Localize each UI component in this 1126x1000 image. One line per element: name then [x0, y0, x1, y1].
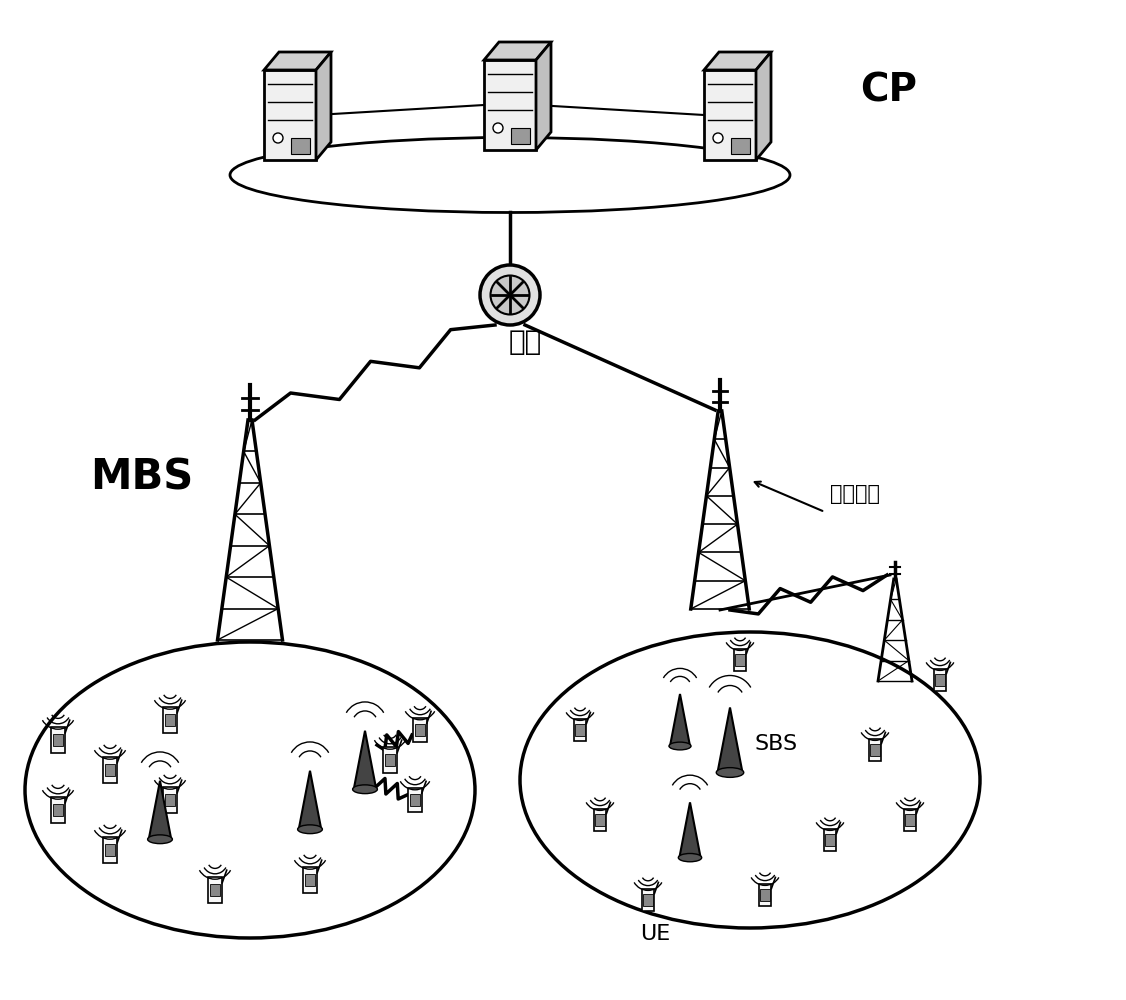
Ellipse shape — [352, 785, 377, 794]
Polygon shape — [102, 837, 117, 863]
Ellipse shape — [148, 835, 172, 844]
Text: CP: CP — [860, 71, 917, 109]
Polygon shape — [936, 674, 945, 686]
Polygon shape — [593, 809, 607, 831]
Polygon shape — [410, 794, 420, 806]
Text: 网关: 网关 — [508, 328, 542, 356]
Polygon shape — [209, 884, 221, 896]
Polygon shape — [105, 844, 115, 856]
Polygon shape — [53, 734, 63, 746]
Polygon shape — [164, 714, 176, 726]
Ellipse shape — [678, 853, 701, 862]
Polygon shape — [905, 814, 914, 826]
Polygon shape — [536, 42, 551, 150]
Polygon shape — [704, 52, 771, 70]
Circle shape — [491, 275, 529, 314]
Polygon shape — [413, 718, 427, 742]
Polygon shape — [53, 804, 63, 816]
Polygon shape — [163, 707, 177, 733]
Polygon shape — [484, 60, 536, 150]
Circle shape — [493, 123, 503, 133]
Polygon shape — [760, 889, 770, 901]
Polygon shape — [717, 708, 742, 772]
Text: MBS: MBS — [90, 457, 194, 499]
Polygon shape — [823, 829, 837, 851]
Ellipse shape — [669, 742, 691, 750]
Polygon shape — [510, 128, 530, 144]
Polygon shape — [870, 744, 879, 756]
Polygon shape — [164, 794, 176, 806]
Polygon shape — [105, 764, 115, 776]
Polygon shape — [868, 739, 882, 761]
Text: 通信链路: 通信链路 — [830, 484, 881, 504]
Circle shape — [713, 133, 723, 143]
Polygon shape — [704, 70, 756, 160]
Polygon shape — [263, 52, 331, 70]
Polygon shape — [354, 731, 376, 789]
Polygon shape — [316, 52, 331, 160]
Polygon shape — [573, 719, 587, 741]
Polygon shape — [642, 889, 654, 911]
Polygon shape — [679, 802, 700, 858]
Polygon shape — [291, 138, 310, 154]
Polygon shape — [414, 724, 426, 736]
Polygon shape — [263, 70, 316, 160]
Circle shape — [480, 265, 540, 325]
Text: UE: UE — [640, 924, 670, 944]
Polygon shape — [163, 787, 177, 813]
Polygon shape — [484, 42, 551, 60]
Polygon shape — [825, 834, 834, 846]
Polygon shape — [596, 814, 605, 826]
Polygon shape — [756, 52, 771, 160]
Polygon shape — [208, 877, 222, 903]
Polygon shape — [731, 138, 750, 154]
Polygon shape — [102, 757, 117, 783]
Text: SBS: SBS — [756, 734, 798, 754]
Polygon shape — [149, 781, 171, 839]
Polygon shape — [298, 771, 321, 829]
Ellipse shape — [297, 825, 322, 834]
Polygon shape — [409, 788, 422, 812]
Polygon shape — [670, 694, 690, 746]
Polygon shape — [643, 894, 653, 906]
Polygon shape — [51, 727, 65, 753]
Polygon shape — [759, 884, 771, 906]
Polygon shape — [933, 669, 946, 691]
Polygon shape — [385, 754, 395, 766]
Polygon shape — [903, 809, 917, 831]
Polygon shape — [575, 724, 584, 736]
Polygon shape — [51, 797, 65, 823]
Polygon shape — [303, 867, 318, 893]
Polygon shape — [305, 874, 315, 886]
Ellipse shape — [716, 768, 744, 777]
Circle shape — [272, 133, 283, 143]
Polygon shape — [383, 747, 397, 773]
Polygon shape — [735, 654, 744, 666]
Polygon shape — [734, 649, 747, 671]
